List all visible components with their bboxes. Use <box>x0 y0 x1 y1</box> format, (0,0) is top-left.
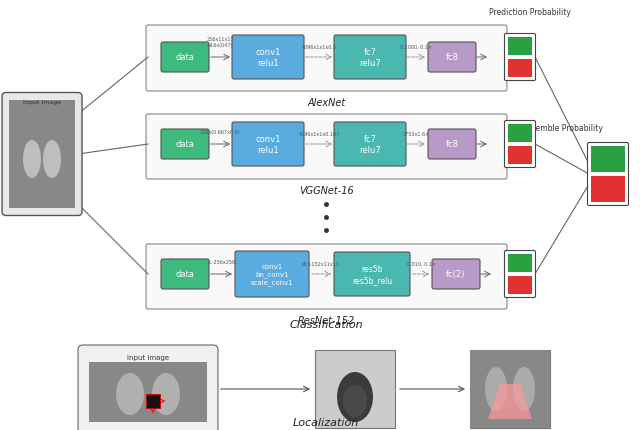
Ellipse shape <box>43 141 61 178</box>
Text: 3L-256x256: 3L-256x256 <box>207 259 236 264</box>
Text: res5b
res5b_relu: res5b res5b_relu <box>352 265 392 284</box>
Ellipse shape <box>337 372 373 422</box>
Text: 0.010, 0.1×: 0.010, 0.1× <box>406 261 435 266</box>
FancyBboxPatch shape <box>161 43 209 73</box>
Bar <box>508 147 532 165</box>
Text: fc7
relu7: fc7 relu7 <box>359 48 381 68</box>
Bar <box>591 147 625 172</box>
FancyBboxPatch shape <box>334 252 410 296</box>
FancyBboxPatch shape <box>78 345 218 430</box>
FancyBboxPatch shape <box>2 93 82 216</box>
Bar <box>146 394 160 408</box>
Bar <box>9 100 75 209</box>
Text: Ensemble Probability: Ensemble Probability <box>522 124 603 133</box>
FancyBboxPatch shape <box>146 115 507 180</box>
Bar <box>315 350 395 428</box>
Text: data: data <box>175 140 195 149</box>
Ellipse shape <box>23 141 41 178</box>
Ellipse shape <box>343 385 367 417</box>
Text: VGGNet-16: VGGNet-16 <box>299 186 354 196</box>
FancyBboxPatch shape <box>161 130 209 160</box>
Text: conv1
relu1: conv1 relu1 <box>255 48 281 68</box>
Ellipse shape <box>513 367 535 411</box>
Bar <box>508 60 532 78</box>
FancyBboxPatch shape <box>334 36 406 80</box>
FancyBboxPatch shape <box>504 34 536 81</box>
Polygon shape <box>488 384 532 419</box>
Bar <box>89 362 207 422</box>
Text: conv1
bn_conv1
scale_conv1: conv1 bn_conv1 scale_conv1 <box>251 264 293 285</box>
Text: Input Image: Input Image <box>127 354 169 360</box>
Text: fc7
relu7: fc7 relu7 <box>359 135 381 154</box>
Bar <box>508 276 532 294</box>
FancyBboxPatch shape <box>428 43 476 73</box>
Text: data: data <box>175 53 195 62</box>
Text: Classification: Classification <box>289 319 363 329</box>
FancyBboxPatch shape <box>161 259 209 289</box>
FancyBboxPatch shape <box>235 252 309 297</box>
Text: Input Image: Input Image <box>23 100 61 105</box>
Text: AlexNet: AlexNet <box>307 98 346 108</box>
Bar <box>470 350 550 428</box>
Ellipse shape <box>116 373 144 415</box>
Text: 4096x1x1x0.5: 4096x1x1x0.5 <box>301 45 337 50</box>
FancyBboxPatch shape <box>504 121 536 168</box>
FancyBboxPatch shape <box>504 251 536 298</box>
Text: fc(2): fc(2) <box>446 270 466 279</box>
Bar <box>508 38 532 56</box>
Text: Prediction Probability: Prediction Probability <box>489 8 571 17</box>
Text: fc8: fc8 <box>445 140 458 149</box>
FancyBboxPatch shape <box>232 36 304 80</box>
FancyBboxPatch shape <box>588 143 628 206</box>
FancyBboxPatch shape <box>146 26 507 92</box>
Text: 256x(0.667x0.8): 256x(0.667x0.8) <box>200 130 240 135</box>
FancyBboxPatch shape <box>432 259 480 289</box>
Ellipse shape <box>485 367 507 411</box>
Text: conv1
relu1: conv1 relu1 <box>255 135 281 154</box>
Text: fc8: fc8 <box>445 53 458 62</box>
FancyBboxPatch shape <box>428 130 476 160</box>
Ellipse shape <box>152 373 180 415</box>
Bar <box>508 255 532 272</box>
Text: 256x11x11
→16x(047): 256x11x11 →16x(047) <box>206 37 234 48</box>
Text: 4096x1x1x0.167: 4096x1x1x0.167 <box>298 132 340 137</box>
FancyBboxPatch shape <box>334 123 406 166</box>
FancyBboxPatch shape <box>146 244 507 309</box>
Bar <box>9 100 75 209</box>
Bar <box>89 362 207 422</box>
Bar <box>591 177 625 203</box>
Text: Localization: Localization <box>293 417 359 427</box>
Bar <box>470 350 550 428</box>
Text: data: data <box>175 270 195 279</box>
Text: 7753x1.6×: 7753x1.6× <box>403 132 429 137</box>
Text: s6:1152x11x11: s6:1152x11x11 <box>302 261 340 266</box>
FancyBboxPatch shape <box>232 123 304 166</box>
Text: 0.1000, 0.1×: 0.1000, 0.1× <box>400 45 432 50</box>
Text: ResNet-152: ResNet-152 <box>298 315 355 325</box>
Bar <box>508 125 532 143</box>
